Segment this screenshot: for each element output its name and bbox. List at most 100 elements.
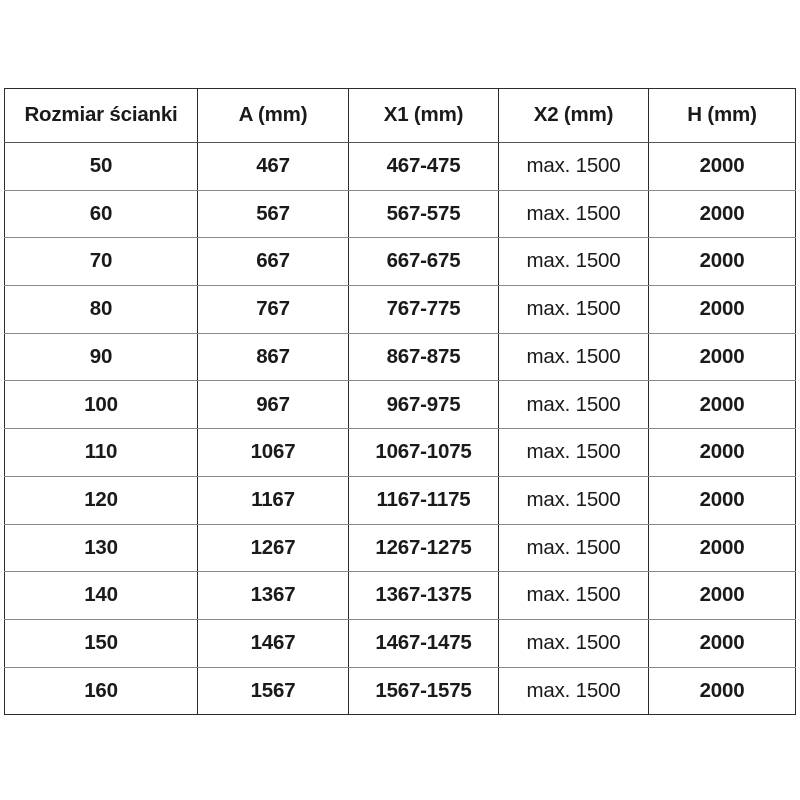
- table-cell-x1: 767-775: [348, 285, 499, 334]
- table-cell-a: 867: [197, 333, 349, 382]
- table-cell-size: 90: [4, 333, 198, 382]
- cell-value: max. 1500: [526, 678, 621, 702]
- cell-value: 120: [84, 487, 118, 511]
- cell-value: 150: [84, 630, 118, 654]
- table-cell-h: 2000: [648, 285, 796, 334]
- cell-value: 467: [256, 154, 290, 178]
- column-header-x2: X2 (mm): [498, 88, 649, 143]
- table-row: 90 867 867-875 max. 1500 2000: [4, 333, 796, 382]
- cell-value: 1467: [250, 630, 296, 654]
- cell-value: 2000: [699, 344, 745, 368]
- cell-value: max. 1500: [526, 154, 621, 178]
- table-row: 130 1267 1267-1275 max. 1500 2000: [4, 524, 796, 573]
- cell-value: 1167-1175: [376, 487, 471, 511]
- cell-value: 1167: [251, 487, 295, 511]
- table-cell-x2: max. 1500: [498, 524, 649, 573]
- table-row: 140 1367 1367-1375 max. 1500 2000: [4, 571, 796, 620]
- table-cell-a: 1567: [197, 667, 349, 715]
- table-cell-a: 1367: [197, 571, 349, 620]
- cell-value: 1267-1275: [375, 535, 472, 559]
- table-row: 70 667 667-675 max. 1500 2000: [4, 237, 796, 287]
- table-cell-x1: 467-475: [348, 142, 499, 191]
- cell-value: 100: [84, 392, 118, 416]
- cell-value: max. 1500: [526, 201, 621, 225]
- table-cell-h: 2000: [648, 524, 796, 573]
- cell-value: max. 1500: [526, 392, 621, 416]
- table-row: 110 1067 1067-1075 max. 1500 2000: [4, 428, 796, 477]
- table-cell-x1: 1167-1175: [348, 476, 499, 525]
- table-cell-size: 100: [4, 380, 198, 430]
- cell-value: 130: [84, 535, 118, 559]
- cell-value: 1367: [250, 583, 296, 607]
- table-row: 160 1567 1567-1575 max. 1500 2000: [4, 667, 796, 715]
- column-header-label: Rozmiar ścianki: [24, 103, 178, 127]
- table-cell-h: 2000: [648, 476, 796, 525]
- table-cell-x2: max. 1500: [498, 142, 649, 191]
- cell-value: 2000: [699, 249, 745, 273]
- table-cell-x2: max. 1500: [498, 428, 649, 477]
- cell-value: 2000: [699, 583, 745, 607]
- table-cell-x1: 1367-1375: [348, 571, 499, 620]
- cell-value: 2000: [699, 154, 745, 178]
- cell-value: max. 1500: [526, 630, 621, 654]
- column-header-label: A (mm): [238, 103, 308, 127]
- table-header: Rozmiar ścianki A (mm) X1 (mm) X2 (mm) H (mm…: [4, 88, 796, 143]
- cell-value: 110: [84, 440, 118, 464]
- cell-value: 1367-1375: [375, 583, 472, 607]
- cell-value: 467-475: [386, 154, 461, 178]
- table-cell-x1: 567-575: [348, 190, 499, 239]
- column-header-label: X2 (mm): [533, 103, 614, 127]
- cell-value: 70: [89, 249, 113, 273]
- table-cell-x1: 1467-1475: [348, 619, 499, 668]
- cell-value: max. 1500: [526, 297, 621, 321]
- table-cell-x1: 1267-1275: [348, 524, 499, 573]
- cell-value: 2000: [699, 440, 745, 464]
- cell-value: 767: [256, 297, 290, 321]
- table-cell-x2: max. 1500: [498, 476, 649, 525]
- cell-value: 80: [89, 297, 113, 321]
- cell-value: 160: [84, 678, 118, 702]
- table-cell-a: 567: [197, 190, 349, 239]
- table-cell-size: 80: [4, 285, 198, 334]
- table-cell-x2: max. 1500: [498, 571, 649, 620]
- cell-value: 967-975: [386, 392, 461, 416]
- table-cell-size: 110: [4, 428, 198, 477]
- table-cell-x2: max. 1500: [498, 285, 649, 334]
- table-cell-x1: 1067-1075: [348, 428, 499, 477]
- cell-value: 767-775: [386, 297, 461, 321]
- cell-value: 2000: [699, 487, 745, 511]
- cell-value: max. 1500: [526, 344, 621, 368]
- cell-value: 2000: [699, 201, 745, 225]
- table-body: 50 467 467-475 max. 1500 2000 60 567 567-575 max…: [4, 142, 796, 715]
- table-cell-h: 2000: [648, 619, 796, 668]
- cell-value: max. 1500: [526, 249, 621, 273]
- table-cell-x2: max. 1500: [498, 237, 649, 287]
- table-row: 60 567 567-575 max. 1500 2000: [4, 190, 796, 239]
- cell-value: 967: [256, 392, 290, 416]
- cell-value: 1567: [250, 678, 296, 702]
- table-row: 80 767 767-775 max. 1500 2000: [4, 285, 796, 334]
- cell-value: 567: [256, 201, 290, 225]
- table-cell-h: 2000: [648, 333, 796, 382]
- table-cell-h: 2000: [648, 142, 796, 191]
- table-cell-a: 667: [197, 237, 349, 287]
- table-cell-h: 2000: [648, 380, 796, 430]
- column-header-label: X1 (mm): [383, 103, 464, 127]
- specification-table: Rozmiar ścianki A (mm) X1 (mm) X2 (mm) H (mm…: [4, 88, 796, 716]
- table-cell-a: 967: [197, 380, 349, 430]
- table-cell-size: 130: [4, 524, 198, 573]
- table-cell-a: 1067: [197, 428, 349, 477]
- table-cell-x2: max. 1500: [498, 190, 649, 239]
- table-cell-h: 2000: [649, 667, 796, 715]
- table-header-row: Rozmiar ścianki A (mm) X1 (mm) X2 (mm) H (mm…: [4, 88, 796, 143]
- table-cell-size: 120: [4, 476, 198, 525]
- column-header-h: H (mm): [648, 88, 796, 143]
- cell-value: 2000: [699, 630, 745, 654]
- table-cell-size: 140: [4, 571, 198, 620]
- table-cell-h: 2000: [648, 237, 796, 287]
- column-header-x1: X1 (mm): [348, 88, 499, 143]
- cell-value: 2000: [699, 297, 745, 321]
- table-row: 120 1167 1167-1175 max. 1500 2000: [4, 476, 796, 525]
- cell-value: 140: [84, 583, 118, 607]
- table-cell-x2: max. 1500: [498, 333, 649, 382]
